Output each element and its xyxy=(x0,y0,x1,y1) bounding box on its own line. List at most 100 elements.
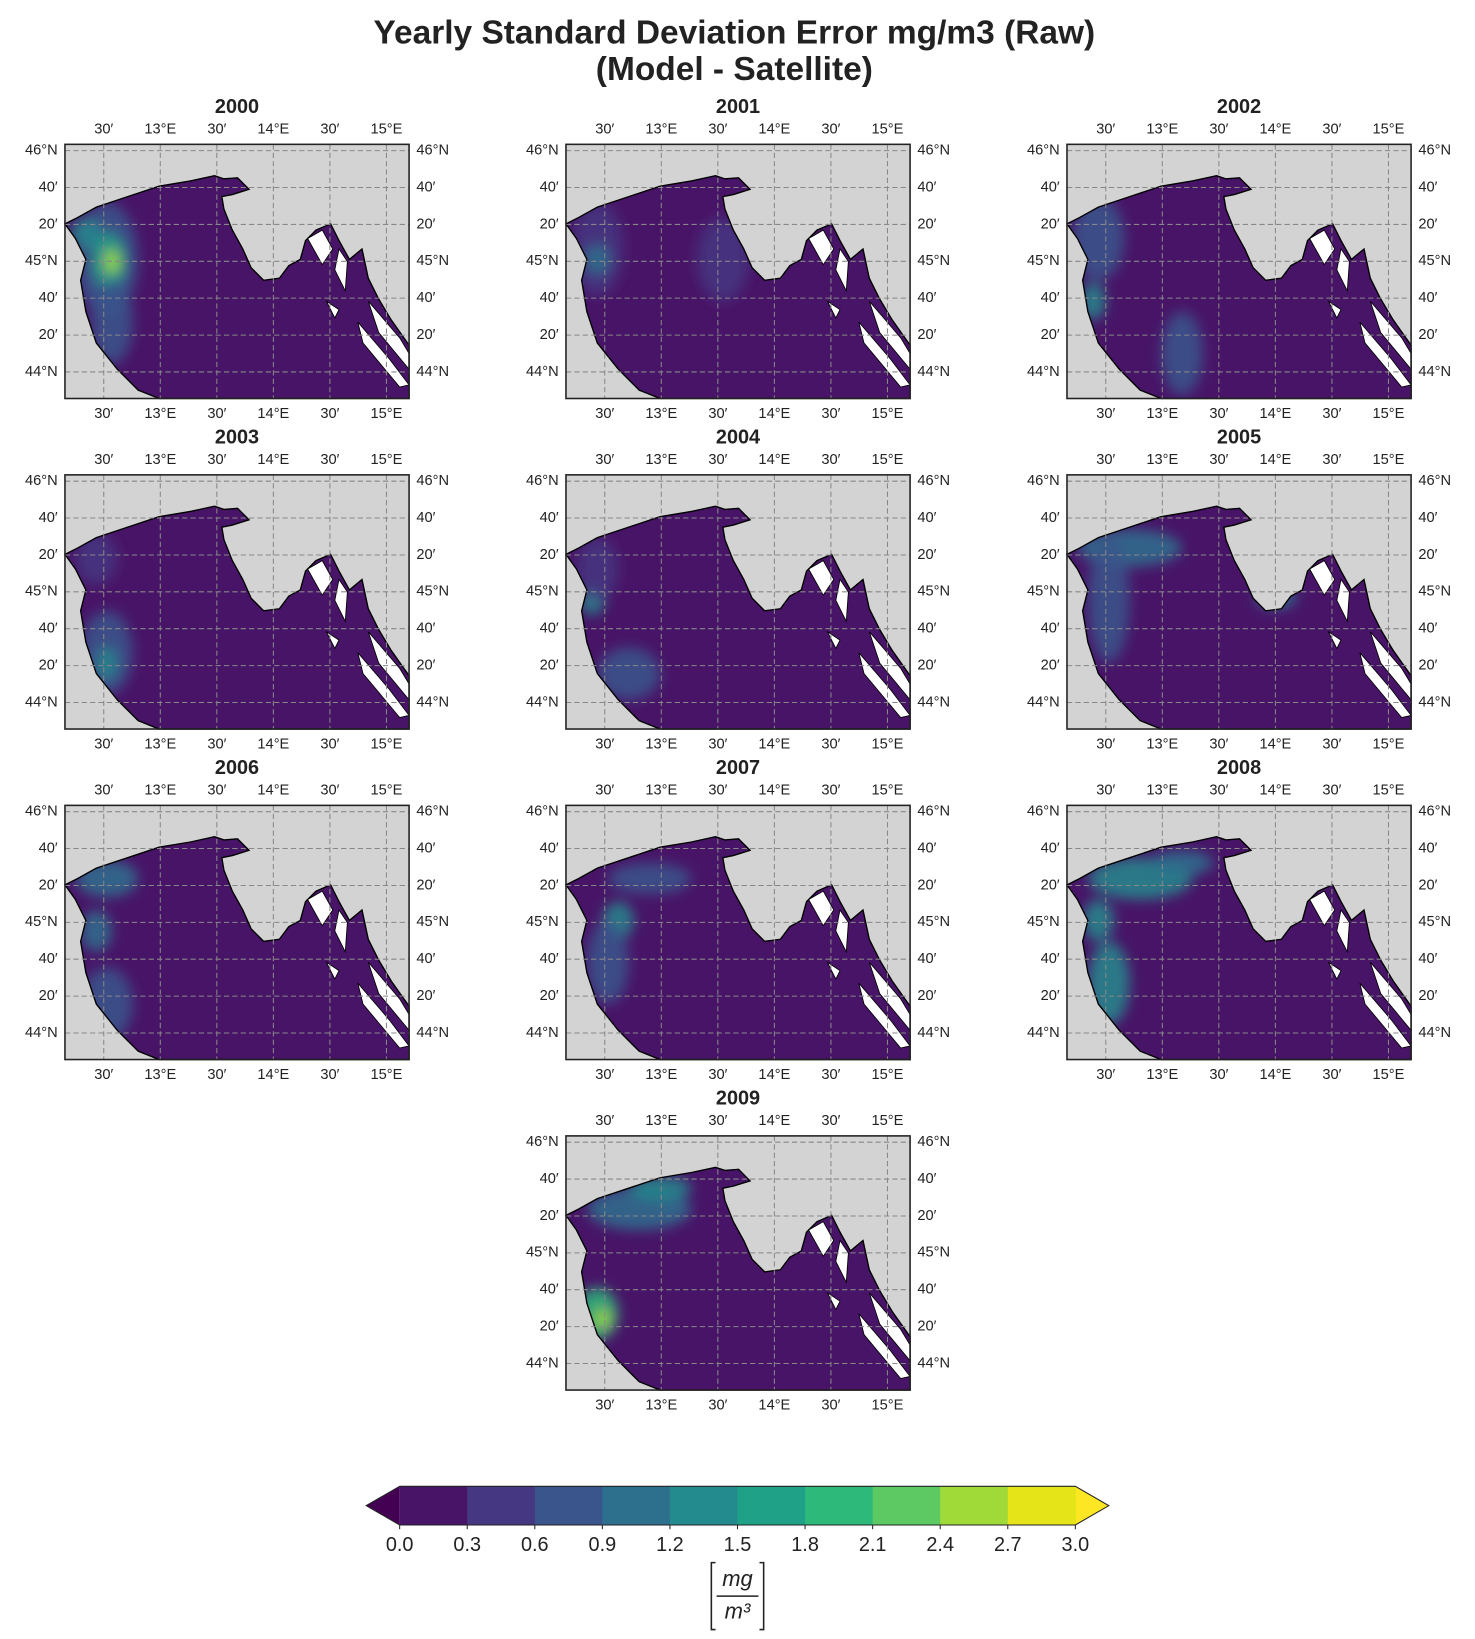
lat-tick-label: 46°N xyxy=(1027,143,1060,159)
colorbar-tick-label: 3.0 xyxy=(1062,1534,1090,1556)
lat-tick-label: 44°N xyxy=(1418,364,1451,380)
island xyxy=(334,908,348,954)
map-panel: 30′ 30′ 13°E 13°E 30′ 30′ 14°E 14°E 30′ 30′ 15°E 15… xyxy=(25,783,449,1083)
island xyxy=(858,982,911,1049)
lat-tick-label: 45°N xyxy=(917,584,950,600)
lon-tick-label: 13°E xyxy=(1146,1067,1178,1083)
lat-tick-label: 44°N xyxy=(25,364,58,380)
lat-tick-label: 45°N xyxy=(25,584,58,600)
island xyxy=(334,578,348,623)
lat-tick-label: 44°N xyxy=(917,364,950,380)
lon-tick-label: 30′ xyxy=(94,783,113,799)
lon-tick-label: 30′ xyxy=(708,1398,727,1414)
panel-title: 2005 xyxy=(1217,427,1261,449)
lat-tick-label: 44°N xyxy=(526,1025,559,1041)
lat-tick-label: 44°N xyxy=(917,1025,950,1041)
field-blob xyxy=(70,217,102,249)
lat-tick-label: 20′ xyxy=(39,877,58,893)
lon-tick-label: 15°E xyxy=(1373,737,1405,753)
lon-tick-label: 30′ xyxy=(320,406,339,422)
field-blob xyxy=(75,532,118,585)
lon-tick-label: 30′ xyxy=(1322,1067,1341,1083)
lat-tick-label: 20′ xyxy=(917,1319,936,1335)
lon-tick-label: 14°E xyxy=(257,406,289,422)
lon-tick-label: 13°E xyxy=(144,122,176,138)
lon-tick-label: 15°E xyxy=(872,737,904,753)
lon-tick-label: 30′ xyxy=(1322,406,1341,422)
field-blob xyxy=(91,280,133,364)
lat-tick-label: 40′ xyxy=(540,1282,559,1298)
coastline xyxy=(564,505,911,730)
map-frame xyxy=(1066,474,1412,730)
lon-tick-label: 30′ xyxy=(821,406,840,422)
colorbar-tick-label: 2.7 xyxy=(994,1534,1022,1556)
lat-tick-label: 45°N xyxy=(526,584,559,600)
lon-tick-label: 30′ xyxy=(821,737,840,753)
lon-tick-label: 30′ xyxy=(1209,1067,1228,1083)
lon-tick-label: 30′ xyxy=(1096,122,1115,138)
coastline xyxy=(63,836,410,1061)
lat-tick-label: 40′ xyxy=(540,510,559,526)
map-panel: 30′ 30′ 13°E 13°E 30′ 30′ 14°E 14°E 30′ 30′ 15°E 15… xyxy=(526,1113,950,1413)
island xyxy=(1309,890,1336,927)
lat-tick-label: 46°N xyxy=(526,473,559,489)
lon-tick-label: 30′ xyxy=(595,406,614,422)
lat-tick-label: 40′ xyxy=(39,621,58,637)
lat-tick-label: 44°N xyxy=(416,364,449,380)
lat-tick-label: 45°N xyxy=(917,253,950,269)
lon-tick-label: 15°E xyxy=(371,1067,403,1083)
lon-tick-label: 30′ xyxy=(821,122,840,138)
lon-tick-label: 30′ xyxy=(821,783,840,799)
island xyxy=(808,560,835,596)
lon-tick-label: 13°E xyxy=(144,1067,176,1083)
island xyxy=(357,982,410,1049)
lon-tick-label: 14°E xyxy=(758,406,790,422)
lon-tick-label: 15°E xyxy=(872,1113,904,1129)
lon-tick-label: 13°E xyxy=(645,783,677,799)
lon-tick-label: 13°E xyxy=(1146,406,1178,422)
lat-tick-label: 20′ xyxy=(917,988,936,1004)
colorbar-segment xyxy=(805,1486,874,1525)
lon-tick-label: 30′ xyxy=(1096,737,1115,753)
colorbar-segment xyxy=(1007,1486,1076,1525)
lat-tick-label: 40′ xyxy=(416,290,435,306)
map-frame xyxy=(1066,143,1412,400)
colorbar-label-numerator: mg xyxy=(722,1566,753,1591)
lat-tick-label: 20′ xyxy=(1041,327,1060,343)
lon-tick-label: 14°E xyxy=(257,122,289,138)
lon-tick-label: 14°E xyxy=(758,452,790,468)
lon-tick-label: 30′ xyxy=(708,406,727,422)
lat-tick-label: 20′ xyxy=(1041,657,1060,673)
lon-tick-label: 30′ xyxy=(1322,122,1341,138)
lon-tick-label: 14°E xyxy=(257,452,289,468)
lat-tick-label: 20′ xyxy=(540,327,559,343)
lon-tick-label: 14°E xyxy=(257,1067,289,1083)
map-frame xyxy=(1066,804,1412,1061)
coastline xyxy=(63,505,410,730)
lon-tick-label: 30′ xyxy=(595,783,614,799)
island xyxy=(1309,229,1336,266)
lon-tick-label: 30′ xyxy=(708,1113,727,1129)
lat-tick-label: 40′ xyxy=(416,951,435,967)
lat-tick-label: 20′ xyxy=(39,216,58,232)
lat-tick-label: 20′ xyxy=(540,1319,559,1335)
lat-tick-label: 40′ xyxy=(39,510,58,526)
lat-tick-label: 44°N xyxy=(917,694,950,710)
coastline xyxy=(564,175,911,400)
lon-tick-label: 30′ xyxy=(595,737,614,753)
lat-tick-label: 20′ xyxy=(917,1208,936,1224)
island xyxy=(835,1239,849,1284)
lon-tick-label: 30′ xyxy=(708,737,727,753)
figure-title: Yearly Standard Deviation Error mg/m3 (R… xyxy=(374,14,1096,51)
lat-tick-label: 44°N xyxy=(25,1025,58,1041)
lon-tick-label: 14°E xyxy=(758,1398,790,1414)
lon-tick-label: 30′ xyxy=(94,122,113,138)
lat-tick-label: 44°N xyxy=(1027,694,1060,710)
lon-tick-label: 13°E xyxy=(645,1398,677,1414)
lat-tick-label: 46°N xyxy=(917,473,950,489)
lat-tick-label: 45°N xyxy=(917,914,950,930)
lon-tick-label: 30′ xyxy=(1322,783,1341,799)
lat-tick-label: 44°N xyxy=(1418,694,1451,710)
lat-tick-label: 45°N xyxy=(1418,914,1451,930)
